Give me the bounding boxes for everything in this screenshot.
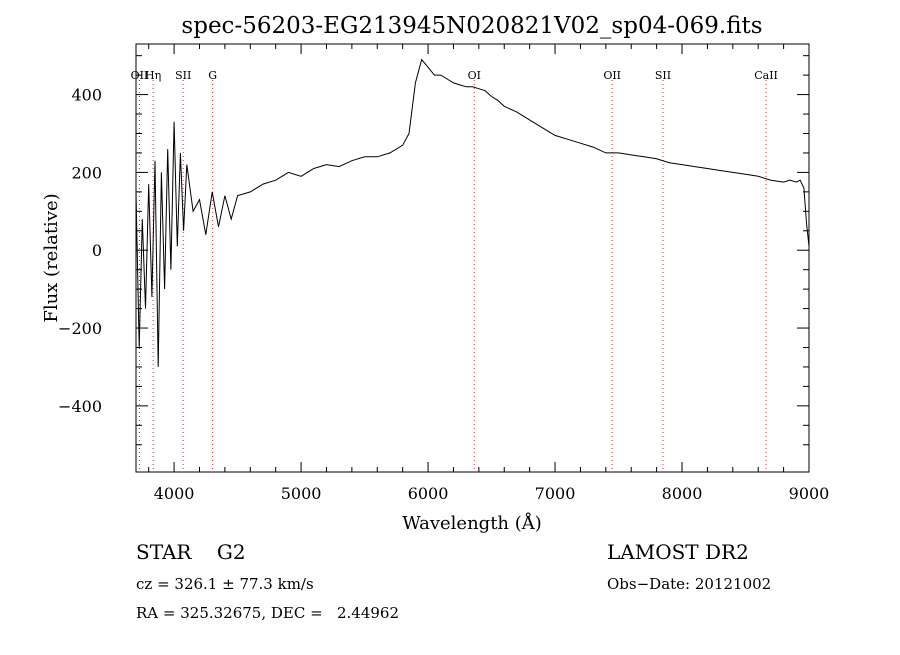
line-marker-label: SII [175, 69, 191, 82]
x-tick-label: 7000 [535, 484, 576, 503]
x-tick-label: 8000 [662, 484, 703, 503]
series-layer [136, 60, 809, 367]
y-tick-label: −400 [58, 397, 102, 416]
survey-label: LAMOST DR2 [607, 540, 749, 564]
x-axis-label: Wavelength (Å) [402, 512, 542, 534]
x-tick-label: 9000 [789, 484, 830, 503]
obs-date-label: Obs−Date: 20121002 [607, 575, 771, 593]
plot-frame [136, 44, 809, 472]
line-marker-label: OII [603, 69, 621, 82]
line-marker-label: SII [655, 69, 671, 82]
y-axis-label: Flux (relative) [41, 193, 62, 322]
chart-title: spec-56203-EG213945N020821V02_sp04-069.f… [181, 13, 762, 39]
x-tick-label: 4000 [154, 484, 195, 503]
line-marker-label: CaII [754, 69, 778, 82]
x-tick-label: 6000 [408, 484, 449, 503]
redshift-label: cz = 326.1 ± 77.3 km/s [136, 575, 314, 593]
object-class-label: STAR G2 [136, 540, 246, 564]
axis-tick-layer: 4000 5000 6000 7000 8000 9000 −400 −200 0 200 400 [58, 44, 829, 503]
ra-dec-label: RA = 325.32675, DEC = 2.44962 [136, 604, 399, 622]
spectrum-line [136, 60, 809, 367]
y-tick-label: 200 [71, 163, 102, 182]
y-tick-label: 0 [92, 241, 102, 260]
line-marker-label: G [208, 69, 217, 82]
line-marker-label: OI [468, 69, 481, 82]
line-marker-label: Hη [145, 69, 161, 82]
x-tick-label: 5000 [281, 484, 322, 503]
y-tick-label: −200 [58, 319, 102, 338]
y-tick-label: 400 [71, 86, 102, 105]
